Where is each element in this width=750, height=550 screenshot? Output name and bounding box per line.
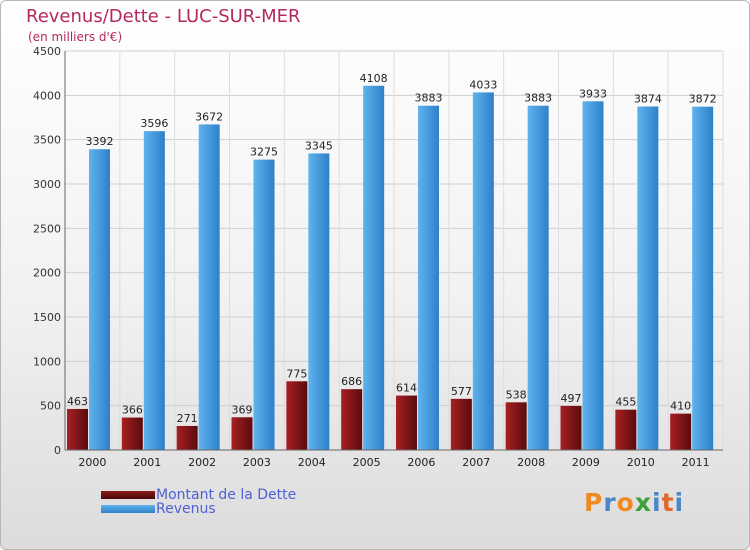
y-tick-label: 4000 xyxy=(33,89,61,102)
bar-debt xyxy=(560,405,582,450)
legend-swatch-revenus xyxy=(101,505,155,513)
proxiti-logo: Proxiti xyxy=(584,488,684,517)
x-tick-label: 2005 xyxy=(353,456,381,469)
y-tick-label: 1000 xyxy=(33,355,61,368)
x-tick-label: 2011 xyxy=(682,456,710,469)
bar-revenus xyxy=(363,85,385,451)
bar-debt xyxy=(505,402,527,450)
bar-revenus xyxy=(253,159,275,450)
bar-revenus xyxy=(527,105,549,450)
data-label-debt: 775 xyxy=(286,367,307,380)
x-tick-label: 2010 xyxy=(627,456,655,469)
data-label-debt: 577 xyxy=(451,385,472,398)
axes: 0 500 1000 1500 2000 2500 3000 3500 4000 4500 2000… xyxy=(33,45,723,469)
bar-debt xyxy=(67,408,88,450)
bar-debt xyxy=(176,425,198,450)
bar-revenus xyxy=(582,101,604,451)
bar-revenus xyxy=(637,106,659,450)
legend-label-debt: Montant de la Dette xyxy=(156,487,297,503)
bar-revenus xyxy=(308,153,330,450)
y-tick-label: 3000 xyxy=(33,178,61,191)
x-tick-label: 2002 xyxy=(188,456,216,469)
x-tick-label: 2008 xyxy=(517,456,545,469)
chart-subtitle: (en milliers d'€) xyxy=(28,30,123,44)
bar-debt xyxy=(121,417,143,450)
x-tick-label: 2006 xyxy=(407,456,435,469)
data-label-debt: 369 xyxy=(232,403,253,416)
data-label-revenus: 3883 xyxy=(415,92,443,105)
data-label-revenus: 3883 xyxy=(524,92,552,105)
data-label-revenus: 4033 xyxy=(469,78,497,91)
bar-revenus xyxy=(143,131,165,450)
data-label-debt: 410 xyxy=(670,400,691,413)
bar-revenus xyxy=(198,124,220,450)
bar-debt xyxy=(231,417,253,450)
x-tick-label: 2003 xyxy=(243,456,271,469)
data-label-revenus: 3874 xyxy=(634,93,662,106)
data-label-revenus: 3345 xyxy=(305,139,333,152)
data-label-debt: 497 xyxy=(561,392,582,405)
data-label-revenus: 3872 xyxy=(689,93,717,106)
data-label-revenus: 3933 xyxy=(579,87,607,100)
data-label-debt: 686 xyxy=(341,375,362,388)
bar-revenus xyxy=(89,149,110,450)
logo-letter: P xyxy=(584,488,604,517)
y-tick-label: 0 xyxy=(54,444,61,457)
logo-letter: i xyxy=(674,488,685,517)
data-label-revenus: 3672 xyxy=(195,110,223,123)
x-tick-label: 2004 xyxy=(298,456,326,469)
y-tick-label: 500 xyxy=(40,400,61,413)
bar-debt xyxy=(615,409,637,450)
data-label-debt: 455 xyxy=(615,396,636,409)
data-label-revenus: 3392 xyxy=(86,135,114,148)
y-tick-label: 3500 xyxy=(33,134,61,147)
data-label-revenus: 3596 xyxy=(140,117,168,130)
bar-debt xyxy=(670,413,692,450)
y-tick-label: 4500 xyxy=(33,45,61,58)
bar-revenus xyxy=(472,92,494,450)
logo-letter: t xyxy=(661,488,675,517)
chart-title: Revenus/Dette - LUC-SUR-MER xyxy=(26,6,301,27)
data-label-debt: 463 xyxy=(67,395,88,408)
legend-label-revenus: Revenus xyxy=(156,501,216,517)
bar-debt xyxy=(286,381,308,450)
logo-letter: r xyxy=(603,488,617,517)
data-label-debt: 366 xyxy=(122,404,143,417)
data-label-revenus: 4108 xyxy=(360,72,388,85)
y-tick-label: 2500 xyxy=(33,222,61,235)
bar-debt xyxy=(396,395,417,450)
data-label-debt: 614 xyxy=(396,382,417,395)
data-label-debt: 538 xyxy=(506,388,527,401)
bars: 463 3392 366 3596 271 3672 369 3275 775 3345 686 41… xyxy=(67,72,717,451)
bar-debt xyxy=(450,398,472,450)
x-tick-label: 2000 xyxy=(78,456,106,469)
x-tick-label: 2001 xyxy=(133,456,161,469)
bar-debt xyxy=(341,389,363,450)
bar-revenus xyxy=(418,105,439,450)
logo-letter: o xyxy=(616,488,635,517)
data-label-revenus: 3275 xyxy=(250,146,278,159)
bar-revenus xyxy=(692,106,714,450)
y-tick-label: 2000 xyxy=(33,267,61,280)
y-tick-label: 1500 xyxy=(33,311,61,324)
logo-letter: i xyxy=(652,488,662,517)
logo-letter: x xyxy=(634,488,652,517)
legend-swatch-debt xyxy=(101,491,155,499)
x-tick-label: 2007 xyxy=(462,456,490,469)
data-label-debt: 271 xyxy=(177,412,198,425)
x-tick-label: 2009 xyxy=(572,456,600,469)
